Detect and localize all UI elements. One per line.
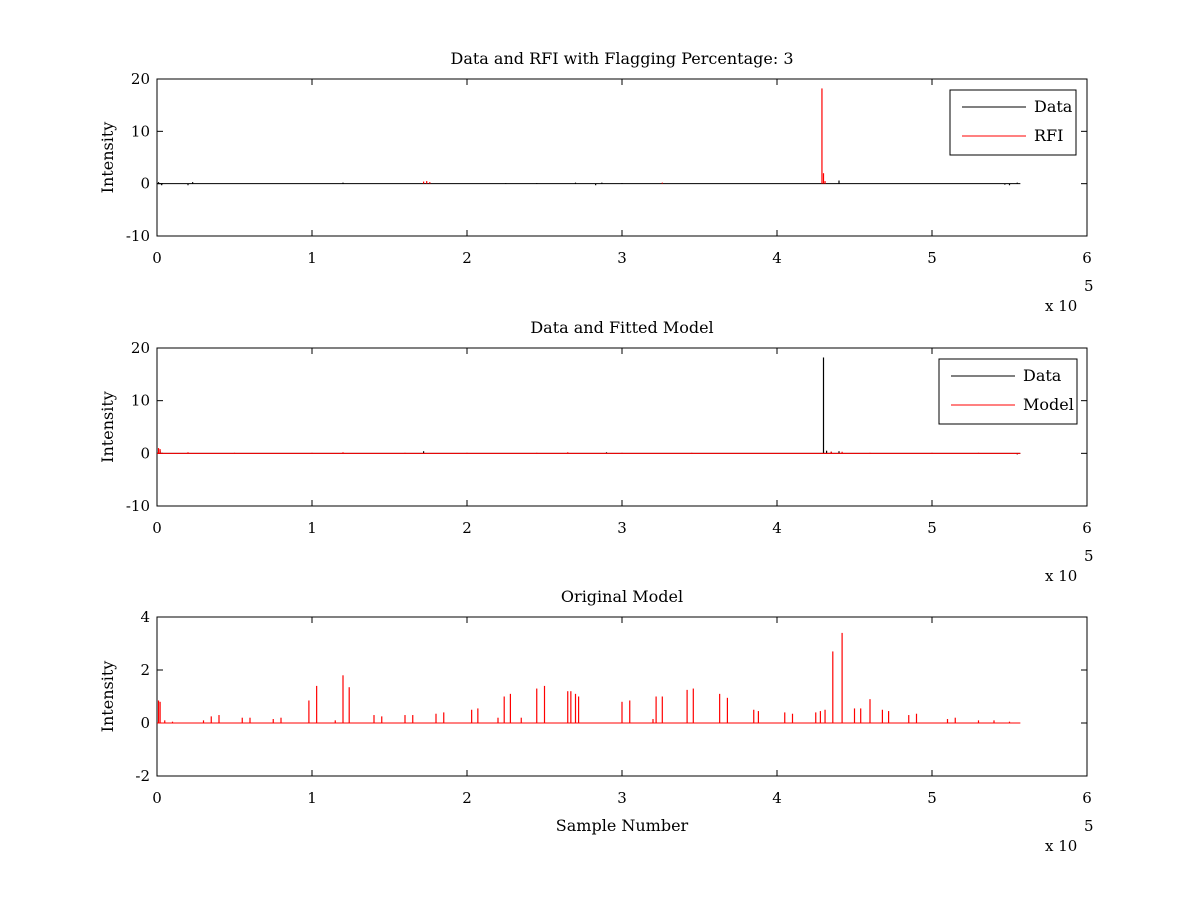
axes-box: [156, 347, 1088, 507]
y-tick-label: 20: [131, 339, 150, 357]
x-axis-label: Sample Number: [556, 816, 689, 835]
x-tick-label: 4: [772, 249, 782, 267]
y-tick-label: 4: [140, 608, 150, 626]
x-tick-label: 4: [772, 789, 782, 807]
chart-title: Original Model: [561, 587, 683, 606]
x-tick-label: 2: [462, 519, 472, 537]
legend-box: [949, 89, 1077, 156]
x-tick-label: 4: [772, 519, 782, 537]
legend-entry: Data: [1023, 366, 1062, 385]
y-tick-label: 0: [140, 444, 150, 462]
x-multiplier-base: x 10: [1045, 297, 1077, 315]
y-axis-label: Intensity: [98, 391, 117, 463]
series-rfi: [423, 88, 826, 184]
chart-title: Data and Fitted Model: [530, 318, 713, 337]
x-tick-label: 6: [1082, 789, 1092, 807]
x-multiplier-exponent: 5: [1084, 817, 1094, 835]
x-tick-label: 2: [462, 789, 472, 807]
series-model: [157, 632, 1021, 724]
x-tick-label: 5: [927, 249, 937, 267]
y-tick-label: -2: [135, 767, 150, 785]
x-tick-label: 5: [927, 789, 937, 807]
x-tick-label: 2: [462, 249, 472, 267]
x-multiplier-exponent: 5: [1084, 547, 1094, 565]
y-tick-label: 20: [131, 70, 150, 88]
x-tick-label: 1: [307, 789, 317, 807]
x-multiplier-base: x 10: [1045, 567, 1077, 585]
x-tick-label: 3: [617, 249, 627, 267]
series-data: [157, 180, 1021, 186]
y-tick-label: 0: [140, 714, 150, 732]
x-tick-label: 3: [617, 519, 627, 537]
x-multiplier-base: x 10: [1045, 837, 1077, 855]
y-tick-label: -10: [126, 227, 150, 245]
legend-entry: RFI: [1034, 126, 1063, 145]
x-tick-label: 0: [152, 789, 162, 807]
chart-1: Data and RFI with Flagging Percentage: 3…: [98, 49, 1094, 315]
chart-title: Data and RFI with Flagging Percentage: 3: [450, 49, 793, 68]
legend-entry: Data: [1034, 97, 1073, 116]
y-axis-label: Intensity: [98, 661, 117, 733]
y-tick-label: 10: [131, 392, 150, 410]
x-tick-label: 6: [1082, 519, 1092, 537]
x-multiplier-exponent: 5: [1084, 277, 1094, 295]
axes-box: [156, 616, 1088, 777]
y-tick-label: 10: [131, 122, 150, 140]
legend-box: [938, 358, 1078, 425]
x-tick-label: 1: [307, 249, 317, 267]
x-tick-label: 1: [307, 519, 317, 537]
legend: Data RFI: [949, 89, 1077, 156]
axes-box: [156, 78, 1088, 237]
x-tick-label: 0: [152, 519, 162, 537]
x-tick-label: 0: [152, 249, 162, 267]
x-tick-label: 6: [1082, 249, 1092, 267]
legend: Data Model: [938, 358, 1078, 425]
x-tick-label: 5: [927, 519, 937, 537]
series-model: [157, 448, 1021, 454]
y-tick-label: 2: [140, 661, 150, 679]
y-tick-label: 0: [140, 175, 150, 193]
x-tick-label: 3: [617, 789, 627, 807]
y-axis-label: Intensity: [98, 122, 117, 194]
y-tick-label: -10: [126, 497, 150, 515]
legend-entry: Model: [1023, 395, 1074, 414]
